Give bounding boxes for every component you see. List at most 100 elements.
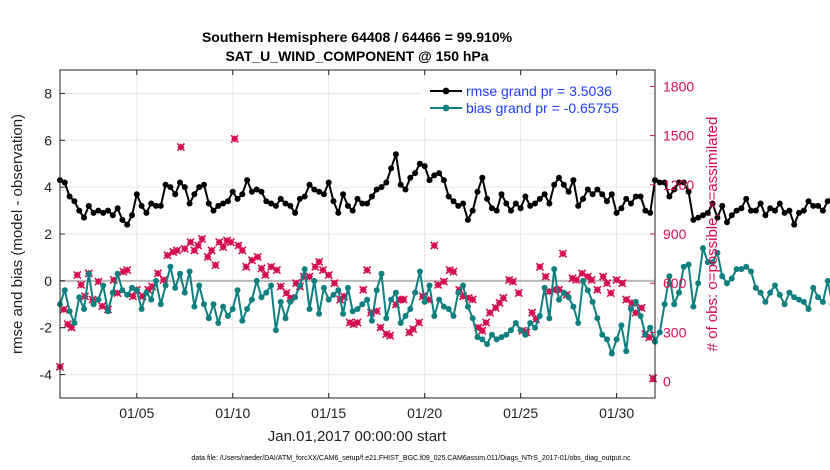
assimilated-obs-cross <box>478 326 487 335</box>
assimilated-obs-cross <box>599 272 608 281</box>
rmse-point <box>599 191 606 198</box>
assimilated-obs-point <box>194 241 203 250</box>
rmse-point <box>508 207 514 214</box>
x-tick-label: 01/20 <box>407 405 442 421</box>
bias-point <box>330 291 337 298</box>
bias-point <box>748 268 754 275</box>
assimilated-obs-point <box>123 265 132 275</box>
assimilated-obs-cross <box>266 262 276 271</box>
assimilated-obs-point <box>98 301 107 311</box>
bias-point <box>220 303 227 310</box>
rmse-point <box>661 179 668 186</box>
rmse-point <box>791 221 798 228</box>
assimilated-obs-point <box>385 331 395 340</box>
bias-point <box>819 298 826 305</box>
assimilated-obs-cross <box>593 285 602 294</box>
rmse-point <box>647 209 654 216</box>
rmse-point <box>244 177 251 184</box>
rmse-point <box>589 191 596 198</box>
rmse-point <box>426 177 433 184</box>
bias-point <box>306 306 313 312</box>
assimilated-obs-cross <box>508 277 518 286</box>
bias-point <box>460 282 467 289</box>
assimilated-obs-cross <box>606 288 616 298</box>
rmse-point <box>316 188 323 195</box>
bias-point <box>623 348 630 355</box>
assimilated-obs-point <box>211 260 220 270</box>
assimilated-obs-cross <box>226 238 235 247</box>
rmse-point <box>724 219 730 226</box>
rmse-point <box>618 205 625 212</box>
rmse-point <box>642 207 649 214</box>
assimilated-obs-cross <box>194 241 203 250</box>
bias-point <box>714 249 721 256</box>
rmse-point <box>656 179 663 186</box>
right-y-tick-label: 900 <box>663 226 687 242</box>
bias-point <box>632 298 639 305</box>
assimilated-obs-point <box>261 270 270 280</box>
bias-point <box>647 324 654 331</box>
bias-point <box>61 287 68 294</box>
assimilated-obs-point <box>218 242 228 252</box>
bias-point <box>589 298 596 305</box>
assimilated-obs-point <box>499 293 508 303</box>
rmse-point <box>700 212 706 219</box>
rmse-point <box>546 200 553 207</box>
assimilated-obs-cross <box>234 241 243 250</box>
rmse-point <box>608 191 615 198</box>
assimilated-obs-cross <box>207 246 216 255</box>
assimilated-obs-cross <box>123 265 132 275</box>
rmse-point <box>704 209 711 216</box>
assimilated-obs-cross <box>535 262 545 271</box>
rmse-point <box>368 193 375 200</box>
rmse-point <box>100 209 107 216</box>
bias-point <box>743 263 750 270</box>
rmse-point <box>810 202 817 209</box>
assimilated-obs-cross <box>180 244 189 253</box>
rmse-point <box>268 200 275 207</box>
assimilated-obs-point <box>587 275 596 285</box>
bias-point <box>469 315 476 322</box>
bias-point <box>445 306 452 312</box>
right-y-tick-label: 0 <box>663 374 671 390</box>
assimilated-obs-point <box>558 249 568 258</box>
bias-point <box>114 270 121 277</box>
bias-point <box>129 284 135 291</box>
bias-point <box>642 331 649 338</box>
assimilated-obs-cross <box>362 265 372 275</box>
rmse-point <box>191 191 198 198</box>
rmse-point <box>81 214 87 221</box>
bias-point <box>440 303 447 310</box>
assimilated-obs-point <box>207 246 216 255</box>
rmse-point <box>364 200 371 207</box>
right-y-tick-label: 1800 <box>663 78 694 94</box>
assimilated-obs-cross <box>430 241 439 250</box>
rmse-point <box>632 193 639 200</box>
assimilated-obs-point <box>481 318 491 327</box>
legend-bias-label: bias grand pr = -0.65755 <box>466 100 619 116</box>
assimilated-obs-cross <box>481 318 491 327</box>
assimilated-obs-point <box>203 252 212 262</box>
bias-point <box>565 294 572 301</box>
bias-point <box>604 336 610 343</box>
left-y-tick-label: -2 <box>40 320 53 336</box>
assimilated-obs-cross <box>172 246 182 255</box>
bias-point <box>378 270 385 277</box>
rmse-point <box>522 193 529 200</box>
assimilated-obs-cross <box>445 265 454 275</box>
rmse-point <box>306 181 313 188</box>
rmse-point <box>287 202 294 209</box>
bias-point <box>277 298 284 305</box>
bias-point <box>541 284 548 291</box>
bias-point <box>781 301 788 308</box>
bias-point <box>527 320 534 326</box>
bias-point <box>301 266 308 273</box>
rmse-point <box>90 209 97 216</box>
bias-point <box>426 282 433 289</box>
assimilated-obs-point <box>622 295 631 304</box>
assimilated-obs-cross <box>186 238 195 247</box>
rmse-point <box>95 207 102 214</box>
rmse-point <box>402 186 409 193</box>
bias-point <box>416 268 423 275</box>
bias-point <box>767 289 774 296</box>
